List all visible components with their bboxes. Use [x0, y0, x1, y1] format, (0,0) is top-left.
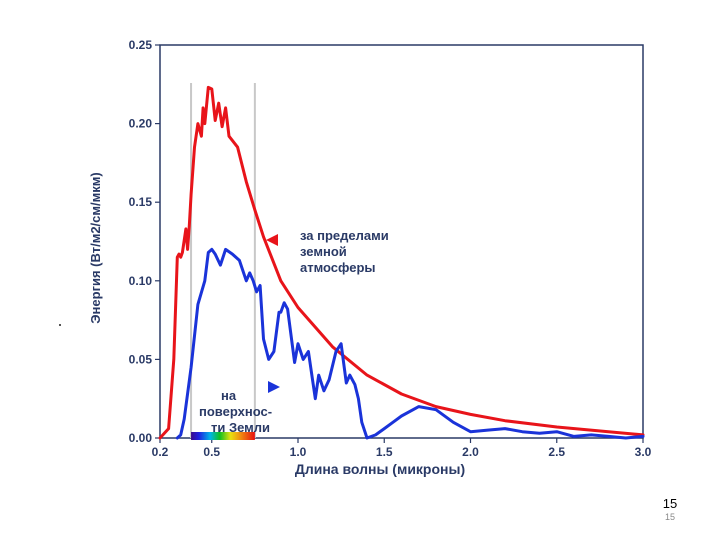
y-tick-label: 0.20: [129, 117, 153, 131]
visible-spectrum-bar: [191, 432, 255, 440]
y-tick-label: 0.10: [129, 274, 153, 288]
y-tick-label: 0.00: [129, 431, 153, 445]
plot-frame: [159, 44, 644, 439]
outside-atmosphere-label: за пределами земной атмосферы: [300, 228, 392, 275]
x-tick-label: 1.0: [290, 445, 307, 459]
outside-atmosphere-marker-icon: [266, 234, 278, 246]
y-axis-ticks: 0.00 0.05 0.10 0.15 0.20 0.25: [129, 38, 160, 445]
series-line-surface: [175, 247, 645, 440]
x-tick-label: 0.5: [203, 445, 220, 459]
surface-marker-icon: [268, 381, 280, 393]
x-tick-label: 3.0: [635, 445, 652, 459]
x-axis-ticks: 0.2 0.5 1.0 1.5 2.0 2.5 3.0: [152, 438, 652, 459]
y-tick-label: 0.15: [129, 195, 153, 209]
surface-label: на поверхнос- ти Земли: [199, 388, 276, 435]
stray-dot: [59, 324, 61, 326]
x-tick-label: 2.5: [548, 445, 565, 459]
y-tick-label: 0.25: [129, 38, 153, 52]
series-layer: [158, 85, 645, 440]
x-axis-label: Длина волны (микроны): [295, 461, 465, 477]
y-axis-label: Энергия (Вт/м2/см/мкм): [88, 172, 103, 323]
page-number-footer: 15: [664, 512, 675, 522]
x-tick-label: 2.0: [462, 445, 479, 459]
x-tick-label: 1.5: [376, 445, 393, 459]
x-tick-label: 0.2: [152, 445, 169, 459]
page-number: 15: [662, 496, 678, 511]
y-tick-label: 0.05: [129, 352, 153, 366]
series-line-outside-atmosphere: [158, 85, 645, 440]
